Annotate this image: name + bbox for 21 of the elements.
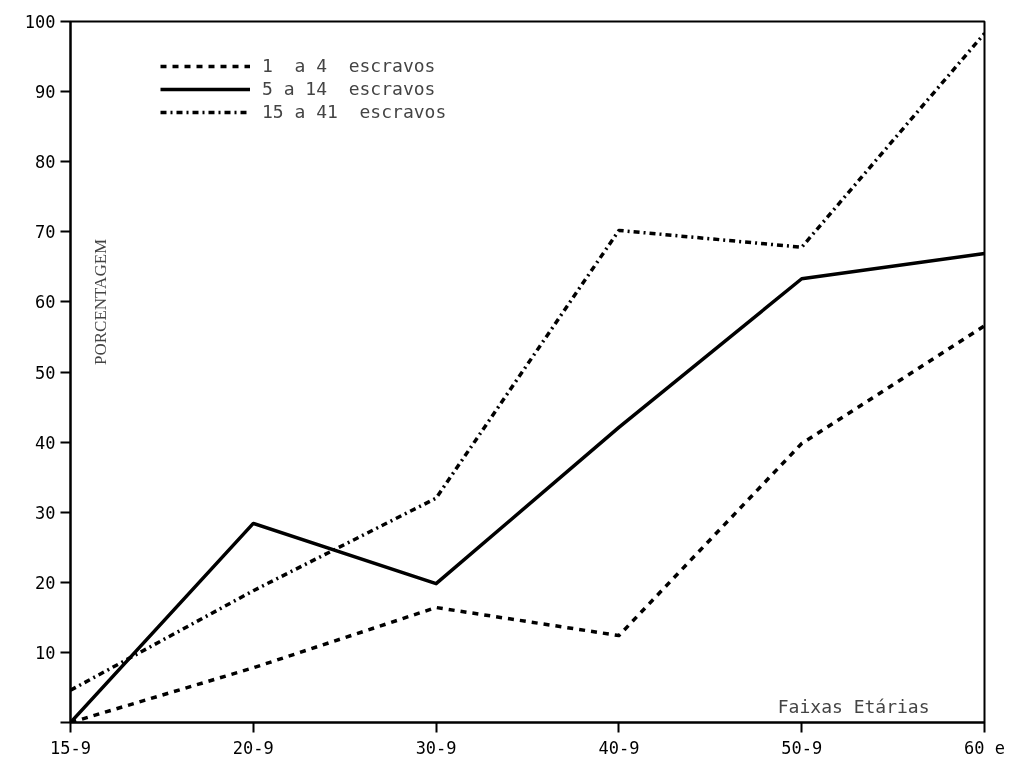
y-tick-label: 50 <box>35 362 56 383</box>
y-tick-label: 40 <box>35 432 56 453</box>
x-axis-title: Faixas Etárias <box>777 695 930 717</box>
y-tick-label: 100 <box>24 12 56 32</box>
x-tick-label: 40-9 <box>598 737 640 758</box>
legend-label: 15 a 41 escravos <box>262 101 447 122</box>
x-tick-label: 15-9 <box>50 737 91 758</box>
x-tick-label: 60 e <box>964 737 1005 758</box>
y-tick-label: 20 <box>35 572 56 593</box>
y-tick-label: 90 <box>35 82 56 103</box>
legend-label: 1 a 4 escravos <box>262 55 436 76</box>
y-tick-label: 10 <box>35 642 56 663</box>
x-tick-label: 20-9 <box>232 737 274 758</box>
y-axis-title: PORCENTAGEM <box>91 238 110 365</box>
y-tick-label: 60 <box>35 292 56 313</box>
x-tick-label: 50-9 <box>781 737 823 758</box>
legend-label: 5 a 14 escravos <box>262 78 436 99</box>
y-tick-label: 70 <box>35 222 56 243</box>
y-tick-label: 30 <box>35 502 56 523</box>
y-tick-label: 80 <box>35 152 56 173</box>
x-tick-label: 30-9 <box>415 737 457 758</box>
